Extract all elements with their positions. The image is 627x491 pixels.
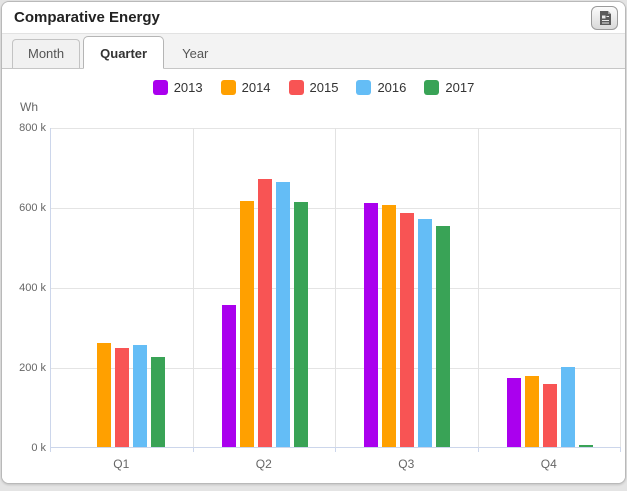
x-axis-label-Q1: Q1 xyxy=(113,457,130,471)
bar-2014-Q4 xyxy=(524,376,539,447)
legend-item-2014[interactable]: 2014 xyxy=(220,80,271,95)
legend-swatch-2013 xyxy=(152,80,168,95)
bar-2013-Q4 xyxy=(506,378,521,447)
gridline-vertical xyxy=(193,128,194,447)
x-axis-tick xyxy=(50,447,51,452)
bar-2016-Q4 xyxy=(560,367,575,447)
legend-swatch-2014 xyxy=(220,80,236,95)
x-axis-label-Q2: Q2 xyxy=(255,457,272,471)
y-axis-label-200k: 200 k xyxy=(19,362,46,374)
legend-label: 2017 xyxy=(445,80,475,95)
legend-label: 2015 xyxy=(309,80,339,95)
x-axis-tick xyxy=(335,447,336,452)
tab-quarter[interactable]: Quarter xyxy=(83,36,165,69)
gridline-vertical xyxy=(335,128,336,447)
bar-2013-Q2 xyxy=(221,305,236,447)
legend-label: 2014 xyxy=(241,80,271,95)
y-axis-label-400k: 400 k xyxy=(19,282,46,294)
legend-label: 2013 xyxy=(173,80,203,95)
tab-year[interactable]: Year xyxy=(182,46,209,61)
bar-2015-Q3 xyxy=(400,213,415,447)
plot-area xyxy=(50,128,621,452)
x-axis-tick xyxy=(478,447,479,452)
bar-2016-Q2 xyxy=(275,182,290,447)
bar-2017-Q4 xyxy=(578,445,593,447)
y-axis-label-800k: 800 k xyxy=(19,122,46,134)
y-axis-label-0k: 0 k xyxy=(31,442,46,454)
export-report-button[interactable] xyxy=(591,6,618,30)
bar-2017-Q1 xyxy=(151,357,166,447)
bar-2017-Q3 xyxy=(436,226,451,447)
gridline-vertical xyxy=(620,128,621,447)
legend-item-2017[interactable]: 2017 xyxy=(424,80,474,95)
widget-header: Comparative Energy xyxy=(2,2,625,34)
page-title: Comparative Energy xyxy=(14,9,160,26)
legend-item-2016[interactable]: 2016 xyxy=(356,80,406,95)
y-axis-unit-label: Wh xyxy=(20,100,38,114)
tab-month[interactable]: Month xyxy=(12,39,81,68)
bar-2014-Q1 xyxy=(97,343,112,447)
bar-chart: 2013 2014 2015 2016 2017 Wh 0 k 200 k 400 k 600… xyxy=(2,69,625,483)
bar-2015-Q4 xyxy=(542,384,557,447)
legend-item-2013[interactable]: 2013 xyxy=(152,80,203,95)
chart-legend: 2013 2014 2015 2016 2017 xyxy=(2,80,625,95)
x-axis-tick xyxy=(193,447,194,452)
bar-2014-Q3 xyxy=(382,205,397,447)
legend-item-2015[interactable]: 2015 xyxy=(288,80,339,95)
legend-swatch-2015 xyxy=(288,80,304,95)
x-axis-label-Q4: Q4 xyxy=(540,457,557,471)
y-axis-label-600k: 600 k xyxy=(19,202,46,214)
bar-2015-Q1 xyxy=(115,348,130,447)
x-axis-label-Q3: Q3 xyxy=(398,457,415,471)
gridline-vertical xyxy=(478,128,479,447)
period-tab-strip: Month Quarter Year xyxy=(2,34,625,69)
bar-2017-Q2 xyxy=(293,202,308,447)
report-document-icon xyxy=(598,10,612,26)
legend-swatch-2017 xyxy=(424,80,440,95)
bar-2014-Q2 xyxy=(239,201,254,447)
bar-2016-Q1 xyxy=(133,345,148,447)
x-axis-tick xyxy=(620,447,621,452)
legend-label: 2016 xyxy=(377,80,407,95)
bar-2015-Q2 xyxy=(257,179,272,447)
legend-swatch-2016 xyxy=(356,80,372,95)
bar-2013-Q3 xyxy=(364,203,379,447)
bar-2016-Q3 xyxy=(418,219,433,447)
